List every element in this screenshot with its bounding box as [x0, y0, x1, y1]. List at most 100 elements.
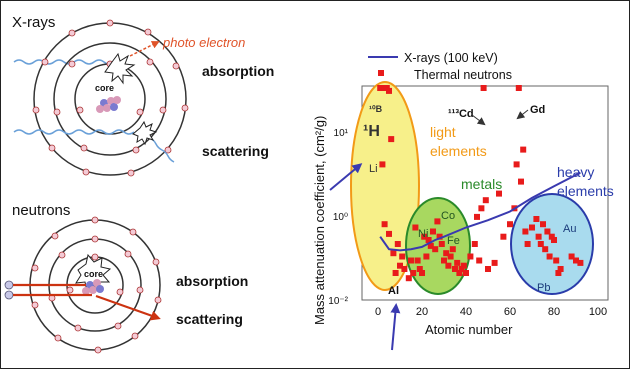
- neutron-data-point: [452, 266, 458, 272]
- neutron-data-point: [394, 241, 401, 247]
- neutron-data-point: [551, 237, 557, 243]
- neutron-data-point: [533, 216, 540, 222]
- absorption-burst-icon: [104, 52, 136, 85]
- neutron-data-point: [449, 246, 456, 253]
- neutron-data-point: [388, 136, 395, 143]
- neutron-title: neutrons: [12, 202, 70, 219]
- label-Ni: Ni: [418, 228, 428, 240]
- label-Gd: Gd: [530, 104, 545, 116]
- light-elements-region: [350, 81, 420, 291]
- neutron-data-point: [529, 224, 535, 231]
- neutron-data-point: [496, 190, 502, 197]
- neutron-data-point: [540, 221, 546, 228]
- xray-curve: [379, 171, 581, 252]
- neutron-data-point: [381, 221, 388, 228]
- heavy-elements-label-1: heavy: [557, 164, 594, 180]
- legend-xray-label: X-rays (100 keV): [404, 51, 498, 65]
- neutron-data-point: [397, 262, 403, 269]
- label-Li: Li: [369, 163, 378, 175]
- attenuation-chart: X-rays (100 keV) Thermal neutrons light …: [312, 51, 614, 351]
- neutron-data-point: [467, 253, 474, 260]
- neutron-data-point: [478, 205, 485, 212]
- neutron-data-point: [438, 241, 445, 247]
- xray-wave-scatter-out: [149, 137, 175, 163]
- heavy-elements-label-2: elements: [557, 183, 614, 199]
- neutron-data-point: [441, 257, 447, 264]
- cd-pointer: [471, 114, 486, 126]
- neutron-data-point: [537, 241, 544, 247]
- neutron-nucleus: [82, 279, 104, 295]
- x-tick-label: 20: [416, 306, 428, 318]
- neutron-data-point: [434, 218, 441, 225]
- neutron-data-point: [474, 213, 480, 220]
- neutron-data-point: [491, 259, 498, 266]
- photo-electron-label: photo electron: [162, 35, 245, 50]
- label-Pb: Pb: [537, 282, 550, 294]
- xray-wave-scatter-in: [13, 129, 135, 135]
- neutron-scattering-label: scattering: [176, 311, 243, 327]
- xray-absorption-label: absorption: [202, 63, 274, 79]
- xray-title: X-rays: [12, 14, 55, 31]
- neutron-data-point: [423, 253, 430, 260]
- x-tick-label: 40: [460, 306, 472, 318]
- label-Fe: Fe: [447, 235, 460, 247]
- label-Cd: ¹¹³Cd: [448, 108, 474, 120]
- light-elements-label-1: light: [430, 124, 456, 140]
- neutron-data-point: [379, 161, 386, 168]
- neutron-data-point: [557, 266, 564, 272]
- neutron-data-point: [524, 241, 531, 247]
- neutron-data-point: [377, 85, 384, 91]
- neutron-data-point: [427, 242, 434, 249]
- x-tick-label: 80: [548, 306, 560, 318]
- neutron-data-point: [392, 270, 399, 276]
- neutron-particle: [4, 280, 14, 290]
- neutron-data-point: [412, 224, 419, 231]
- neutron-data-point: [419, 270, 425, 276]
- neutron-atom-diagram: neutrons core absorption scattering: [4, 202, 248, 354]
- y-tick-10-0: 10⁰: [333, 212, 348, 223]
- neutron-data-point: [520, 146, 527, 153]
- label-Co: Co: [441, 210, 455, 222]
- neutron-burst-icon: [75, 253, 112, 293]
- neutron-core-label: core: [84, 269, 103, 279]
- neutron-data-point: [458, 266, 465, 272]
- photo-electron-arrow: [129, 41, 160, 57]
- x-ticks: 0 20 40 60 80 100: [375, 306, 607, 318]
- neutron-data-point: [544, 228, 551, 235]
- light-elements-label-2: elements: [430, 143, 487, 159]
- neutron-data-point: [386, 230, 392, 237]
- neutron-data-point: [447, 253, 454, 260]
- y-tick-10-2: 10⁻²: [328, 296, 348, 307]
- heavy-elements-region: [510, 193, 594, 295]
- x-tick-label: 0: [375, 306, 381, 318]
- x-axis-label: Atomic number: [425, 322, 513, 337]
- neutron-electrons: [31, 216, 162, 354]
- legend-thermal-label: Thermal neutrons: [414, 68, 512, 82]
- scatter-burst-icon: [132, 120, 158, 146]
- neutron-data-point: [573, 257, 579, 264]
- neutron-data-point: [507, 221, 513, 228]
- neutron-data-point: [546, 253, 553, 260]
- neutron-data-point: [548, 233, 555, 240]
- gd-pointer: [516, 109, 529, 120]
- label-B: ¹⁰B: [369, 104, 383, 114]
- neutron-data-point: [480, 85, 487, 91]
- xray-electrons: [32, 19, 189, 177]
- neutron-absorption-label: absorption: [176, 273, 248, 289]
- xray-scattering-label: scattering: [202, 143, 269, 159]
- neutron-data-point: [485, 266, 491, 272]
- neutron-data-point: [577, 259, 584, 266]
- neutron-data-point: [553, 257, 560, 264]
- neutron-data-point: [555, 270, 562, 276]
- y-tick-10-1: 10¹: [334, 128, 349, 139]
- neutron-data-point: [476, 257, 483, 264]
- neutron-data-point: [518, 178, 524, 185]
- neutron-data-point: [463, 270, 469, 276]
- neutron-data-point: [456, 270, 463, 276]
- xray-nucleus: [96, 96, 121, 113]
- x-tick-label: 60: [504, 306, 516, 318]
- neutron-data-point: [454, 259, 461, 266]
- neutron-data-point: [482, 197, 489, 204]
- neutron-scatter-arrow: [95, 294, 161, 321]
